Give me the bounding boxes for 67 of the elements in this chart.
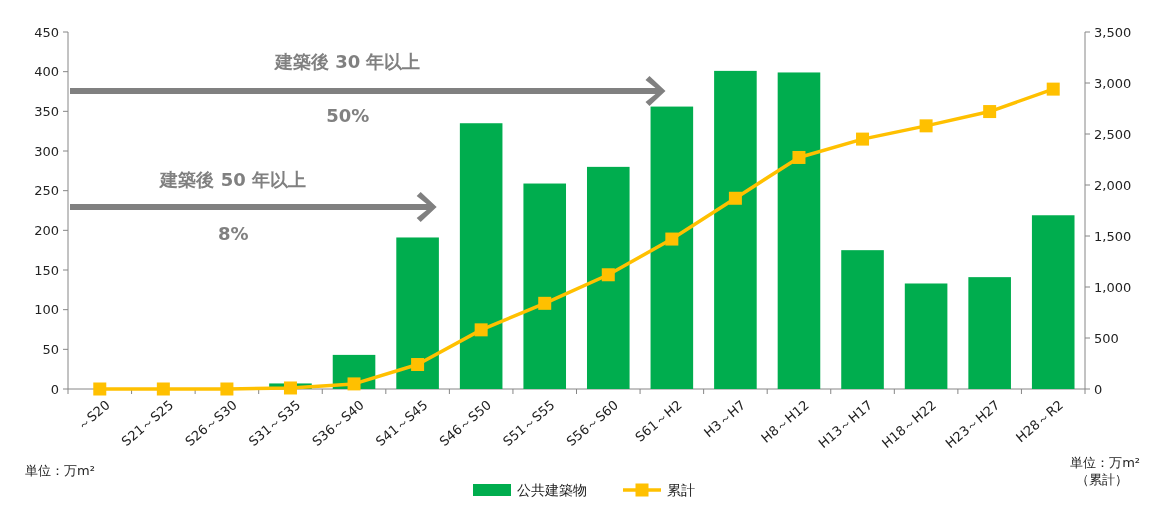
y2-tick-label: 0 bbox=[1094, 381, 1103, 397]
y-tick-label: 250 bbox=[34, 183, 59, 199]
bar bbox=[841, 250, 884, 389]
y2-tick-label: 500 bbox=[1094, 330, 1119, 346]
point bbox=[983, 105, 997, 119]
x-tick-label: H3～H7 bbox=[701, 397, 749, 441]
x-tick-label: H28～R2 bbox=[1013, 397, 1067, 446]
point bbox=[856, 132, 870, 146]
y2-tick-label: 2,500 bbox=[1094, 126, 1132, 142]
x-tick-label: H18～H22 bbox=[879, 397, 939, 451]
y2-tick-label: 1,000 bbox=[1094, 279, 1132, 295]
x-tick-label: S41～S45 bbox=[372, 397, 431, 450]
point bbox=[220, 382, 234, 396]
point bbox=[347, 377, 361, 391]
point bbox=[93, 382, 107, 396]
bar bbox=[714, 70, 757, 389]
x-tick-label: S56～S60 bbox=[563, 397, 622, 450]
bar bbox=[650, 106, 694, 389]
annotation: 建築後 50 年以上 bbox=[158, 169, 307, 190]
point bbox=[919, 119, 933, 133]
legend-label: 累計 bbox=[667, 481, 695, 498]
y-tick-label: 350 bbox=[34, 103, 59, 119]
y-tick-label: 200 bbox=[34, 222, 59, 238]
point bbox=[474, 323, 488, 337]
y-tick-label: 100 bbox=[34, 302, 59, 318]
x-tick-label: S51～S55 bbox=[499, 397, 558, 450]
point bbox=[411, 358, 425, 372]
y-tick-label: 150 bbox=[34, 262, 59, 278]
point bbox=[538, 296, 552, 310]
point bbox=[792, 150, 806, 164]
y2-tick-label: 3,000 bbox=[1094, 75, 1132, 91]
y2-tick-label: 2,000 bbox=[1094, 177, 1132, 193]
bar bbox=[523, 183, 567, 389]
x-tick-label: S46～S50 bbox=[436, 397, 495, 450]
y-tick-label: 400 bbox=[34, 64, 59, 80]
x-tick-label: S21～S25 bbox=[118, 397, 177, 450]
text: 単位：万m² bbox=[25, 463, 95, 478]
bar bbox=[396, 237, 439, 389]
x-tick-label: S61～H2 bbox=[632, 397, 685, 445]
annotation: 50% bbox=[326, 105, 370, 126]
point bbox=[601, 268, 615, 282]
bar bbox=[1031, 215, 1075, 389]
x-tick-label: H8～H12 bbox=[758, 397, 812, 446]
bar bbox=[459, 123, 503, 389]
y2-tick-label: 3,500 bbox=[1094, 24, 1132, 40]
point bbox=[1046, 82, 1060, 96]
x-tick-label: S31～S35 bbox=[245, 397, 304, 450]
y2-tick-label: 1,500 bbox=[1094, 228, 1132, 244]
point bbox=[665, 232, 679, 246]
bar bbox=[777, 72, 821, 389]
text: 単位：万m² （累計） bbox=[1070, 455, 1140, 487]
legend-label: 公共建築物 bbox=[517, 481, 587, 498]
y-tick-label: 300 bbox=[34, 143, 59, 159]
annotation: 8% bbox=[217, 223, 249, 244]
bar bbox=[904, 283, 948, 389]
point bbox=[283, 381, 297, 395]
y-tick-label: 50 bbox=[42, 341, 59, 357]
point bbox=[728, 191, 742, 205]
point bbox=[156, 382, 170, 396]
y-tick-label: 450 bbox=[34, 24, 59, 40]
bar bbox=[968, 277, 1011, 389]
bar bbox=[586, 166, 630, 389]
x-tick-label: S26～S30 bbox=[182, 397, 240, 450]
y-tick-label: 0 bbox=[50, 381, 59, 397]
x-tick-label: ～S20 bbox=[74, 397, 113, 434]
annotation: 建築後 30 年以上 bbox=[272, 51, 421, 72]
x-tick-label: S36～S40 bbox=[309, 397, 367, 450]
